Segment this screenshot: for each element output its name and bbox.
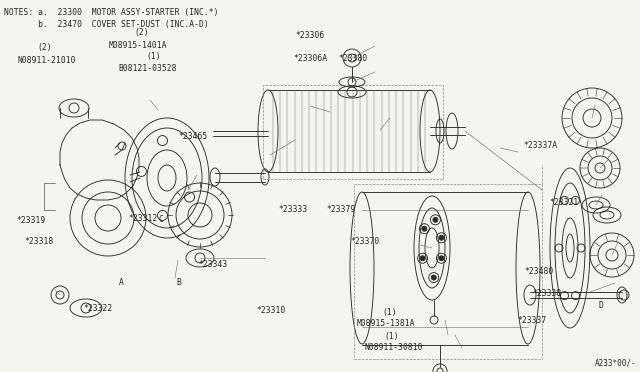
Circle shape <box>422 226 427 231</box>
Text: B08121-03528: B08121-03528 <box>118 64 177 73</box>
Text: *23318: *23318 <box>24 237 54 246</box>
Text: (2): (2) <box>37 43 52 52</box>
Text: M08915-1381A: M08915-1381A <box>357 319 415 328</box>
Text: D: D <box>598 301 604 310</box>
Text: *23333: *23333 <box>278 205 308 214</box>
Text: (1): (1) <box>384 332 399 341</box>
Text: *23321: *23321 <box>549 198 579 207</box>
Circle shape <box>431 275 436 280</box>
Text: *23379: *23379 <box>326 205 356 214</box>
Text: *23310: *23310 <box>256 306 285 315</box>
Text: B: B <box>176 278 181 287</box>
Text: *23319: *23319 <box>16 216 45 225</box>
Circle shape <box>420 256 425 261</box>
Text: *23380: *23380 <box>338 54 367 63</box>
Text: *23338: *23338 <box>532 289 562 298</box>
Bar <box>354 184 542 359</box>
Text: *23343: *23343 <box>198 260 228 269</box>
Circle shape <box>439 235 444 240</box>
Text: *23312: *23312 <box>128 214 157 223</box>
Text: *23322: *23322 <box>83 304 113 313</box>
Text: *23370: *23370 <box>351 237 380 246</box>
Text: A: A <box>118 278 124 287</box>
Text: *23306A: *23306A <box>293 54 327 63</box>
Text: *23306: *23306 <box>296 31 325 40</box>
Text: *23337: *23337 <box>517 316 547 325</box>
Text: (1): (1) <box>383 308 397 317</box>
Text: (1): (1) <box>146 52 161 61</box>
Circle shape <box>433 217 438 222</box>
Text: N08911-21010: N08911-21010 <box>18 56 76 65</box>
Text: b.  23470  COVER SET-DUST (INC.A-D): b. 23470 COVER SET-DUST (INC.A-D) <box>4 20 209 29</box>
Bar <box>263 85 443 179</box>
Circle shape <box>439 256 444 261</box>
Text: NOTES: a.  23300  MOTOR ASSY-STARTER (INC.*): NOTES: a. 23300 MOTOR ASSY-STARTER (INC.… <box>4 8 218 17</box>
Text: N08911-30810: N08911-30810 <box>365 343 423 352</box>
Text: (2): (2) <box>134 28 149 37</box>
Text: M08915-1401A: M08915-1401A <box>109 41 167 50</box>
Text: *23465: *23465 <box>178 132 207 141</box>
Text: A233*00/-: A233*00/- <box>595 358 636 367</box>
Text: C: C <box>159 215 164 224</box>
Text: *23480: *23480 <box>525 267 554 276</box>
Text: *23337A: *23337A <box>524 141 557 150</box>
